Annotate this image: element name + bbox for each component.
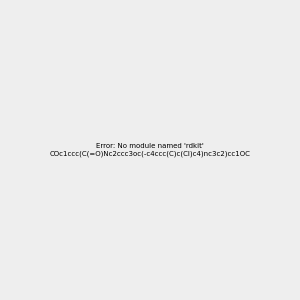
Text: Error: No module named 'rdkit'
COc1ccc(C(=O)Nc2ccc3oc(-c4ccc(C)c(Cl)c4)nc3c2)cc1: Error: No module named 'rdkit' COc1ccc(C… [50,143,250,157]
